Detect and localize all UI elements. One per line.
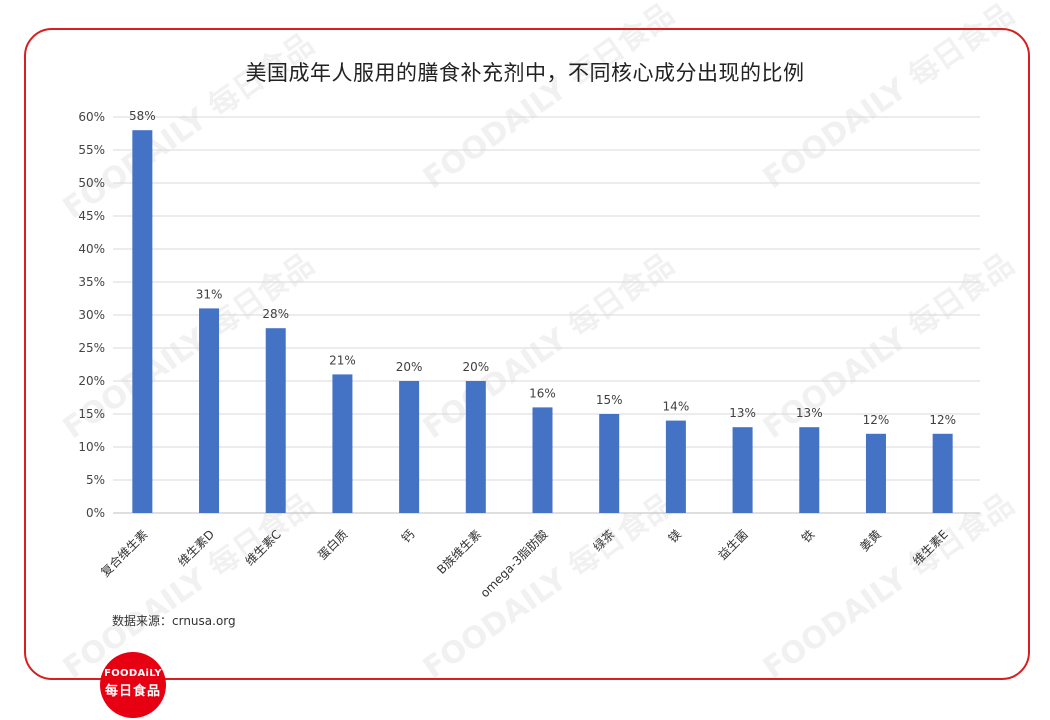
bar (665, 420, 686, 513)
data-label: 12% (929, 413, 956, 427)
y-tick-label: 55% (78, 143, 105, 157)
x-tick-label: 镁 (666, 527, 684, 545)
x-tick-label: 铁 (799, 527, 817, 545)
y-tick-label: 30% (78, 308, 105, 322)
bar (799, 427, 820, 513)
x-tick-label: 蛋白质 (314, 527, 350, 563)
x-tick-label: 维生素C (243, 527, 284, 568)
data-label: 14% (663, 400, 690, 414)
data-label: 15% (596, 393, 623, 407)
x-tick-label: 复合维生素 (97, 527, 150, 580)
data-label: 13% (729, 406, 756, 420)
logo-text-en: FOODAiLY (104, 668, 162, 679)
data-label: 20% (462, 360, 489, 374)
y-tick-label: 45% (78, 209, 105, 223)
data-label: 58% (129, 109, 156, 123)
bar (932, 433, 953, 513)
data-label: 13% (796, 406, 823, 420)
x-tick-label: 绿茶 (590, 527, 618, 555)
y-tick-label: 0% (86, 506, 105, 520)
y-tick-label: 10% (78, 440, 105, 454)
y-tick-label: 35% (78, 275, 105, 289)
data-label: 31% (196, 287, 223, 301)
x-tick-label: 钙 (399, 527, 417, 545)
bar (332, 374, 353, 513)
y-tick-label: 20% (78, 374, 105, 388)
y-tick-label: 60% (78, 110, 105, 124)
bar (399, 381, 420, 513)
bar (265, 328, 286, 513)
x-tick-label: B族维生素 (434, 527, 484, 577)
x-tick-label: 维生素D (175, 527, 217, 569)
data-label: 21% (329, 353, 356, 367)
x-tick-label: 维生素E (910, 527, 951, 568)
data-label: 28% (262, 307, 289, 321)
x-tick-label: 姜黄 (857, 527, 884, 554)
y-tick-label: 25% (78, 341, 105, 355)
bar (865, 433, 886, 513)
y-tick-label: 15% (78, 407, 105, 421)
bar (599, 414, 620, 513)
bar (532, 407, 553, 513)
bar (465, 381, 486, 513)
bar (132, 130, 153, 513)
y-tick-label: 5% (86, 473, 105, 487)
logo-text-cn: 每日食品 (104, 684, 161, 699)
data-label: 16% (529, 386, 556, 400)
chart-title: 美国成年人服用的膳食补充剂中，不同核心成分出现的比例 (245, 61, 805, 85)
bar (199, 308, 220, 513)
x-tick-label: omega-3脂肪酸 (477, 527, 551, 601)
data-label: 20% (396, 360, 423, 374)
chart-frame (24, 28, 1030, 680)
data-source-note: 数据来源：crnusa.org (112, 614, 236, 628)
y-tick-label: 40% (78, 242, 105, 256)
y-tick-label: 50% (78, 176, 105, 190)
bar (732, 427, 753, 513)
data-label: 12% (863, 413, 890, 427)
foodaily-logo: FOODAiLY 每日食品 (100, 652, 166, 718)
x-tick-label: 益生菌 (715, 527, 750, 562)
